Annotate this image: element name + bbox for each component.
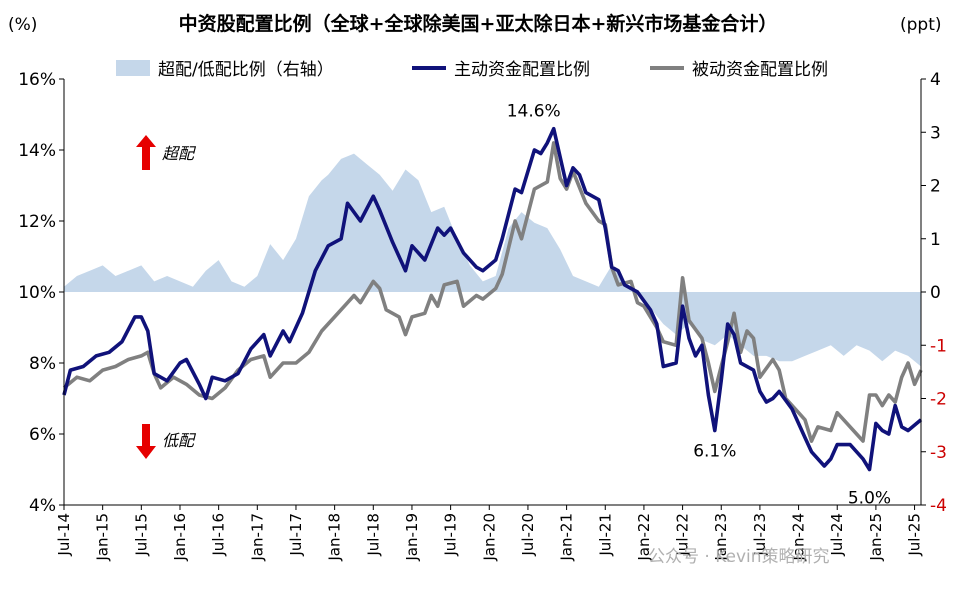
x-tick-label: Jul-16 bbox=[210, 513, 228, 557]
legend: 超配/低配比例（右轴） 主动资金配置比例 被动资金配置比例 bbox=[116, 60, 828, 80]
underweight-marker-label: 低配 bbox=[162, 431, 197, 450]
x-tick-label: Jul-24 bbox=[828, 513, 846, 557]
y-left-unit: (%) bbox=[8, 15, 37, 35]
series-overweight-area bbox=[64, 153, 921, 367]
x-tick-label: Jul-23 bbox=[751, 513, 769, 557]
annotations: 14.6% 6.1% 5.0% bbox=[507, 102, 891, 509]
y-left-tick-label: 12% bbox=[18, 212, 56, 232]
x-tick-label: Jan-23 bbox=[712, 513, 730, 562]
y-right-tick-label: 2 bbox=[930, 177, 941, 197]
arrow-down-icon bbox=[136, 424, 156, 459]
x-tick-label: Jul-19 bbox=[442, 513, 460, 557]
area-layer bbox=[64, 153, 921, 367]
x-tick-label: Jul-22 bbox=[674, 513, 692, 557]
annotation-label: 5.0% bbox=[848, 489, 891, 509]
x-tick-label: Jan-21 bbox=[558, 513, 576, 562]
y-left-tick-label: 8% bbox=[29, 354, 56, 374]
y-left-tick-label: 6% bbox=[29, 425, 56, 445]
chart-title: 中资股配置比例（全球+全球除美国+亚太除日本+新兴市场基金合计） bbox=[179, 12, 778, 35]
y-left-tick-label: 10% bbox=[18, 283, 56, 303]
x-tick-label: Jul-14 bbox=[55, 513, 73, 557]
x-tick-label: Jul-25 bbox=[906, 513, 924, 557]
x-tick-label: Jul-17 bbox=[287, 513, 305, 557]
y-left-tick-label: 4% bbox=[29, 496, 56, 516]
y-left-tick-label: 14% bbox=[18, 141, 56, 161]
x-tick-label: Jan-15 bbox=[94, 513, 112, 562]
x-tick-label: Jan-25 bbox=[867, 513, 885, 562]
watermark: 公众号 · Kevin策略研究 bbox=[648, 547, 830, 567]
y-right-unit: (ppt) bbox=[900, 15, 942, 35]
series-passive-line bbox=[62, 141, 923, 443]
x-tick-label: Jan-24 bbox=[790, 513, 808, 562]
annotation-label: 14.6% bbox=[507, 102, 561, 122]
arrow-up-icon bbox=[136, 135, 156, 170]
series-active-line bbox=[62, 126, 923, 472]
y-right-tick-label: -4 bbox=[930, 496, 947, 516]
x-tick-label: Jan-19 bbox=[403, 513, 421, 562]
x-tick-label: Jan-22 bbox=[635, 513, 653, 562]
annotation-label: 6.1% bbox=[693, 441, 736, 461]
legend-label: 被动资金配置比例 bbox=[692, 60, 828, 80]
x-tick-label: Jan-16 bbox=[171, 513, 189, 562]
overweight-marker-label: 超配 bbox=[162, 144, 197, 163]
x-tick-label: Jan-18 bbox=[326, 513, 344, 562]
y-right-tick-label: 4 bbox=[930, 70, 941, 90]
legend-swatch bbox=[116, 60, 150, 76]
x-tick-label: Jul-18 bbox=[364, 513, 382, 557]
y-right-tick-label: 1 bbox=[930, 230, 941, 250]
x-tick-label: Jul-15 bbox=[132, 513, 150, 557]
y-right-tick-label: -3 bbox=[930, 443, 947, 463]
legend-label: 超配/低配比例（右轴） bbox=[158, 60, 334, 80]
y-left-tick-label: 16% bbox=[18, 70, 56, 90]
x-tick-label: Jan-20 bbox=[480, 513, 498, 562]
axes: 16% 14% 12% 10% 8% 6% 4% 4 3 2 1 0 -1 -2 -3 -4 Jul-14 Jan… bbox=[18, 70, 947, 562]
x-tick-label: Jul-21 bbox=[596, 513, 614, 557]
x-tick-label: Jul-20 bbox=[519, 513, 537, 557]
y-right-tick-label: -1 bbox=[930, 336, 947, 356]
y-right-tick-label: 3 bbox=[930, 123, 941, 143]
y-right-tick-label: 0 bbox=[930, 283, 941, 303]
legend-label: 主动资金配置比例 bbox=[454, 60, 590, 80]
x-tick-label: Jan-17 bbox=[248, 513, 266, 562]
y-right-tick-label: -2 bbox=[930, 390, 947, 410]
line-layer bbox=[62, 126, 923, 472]
